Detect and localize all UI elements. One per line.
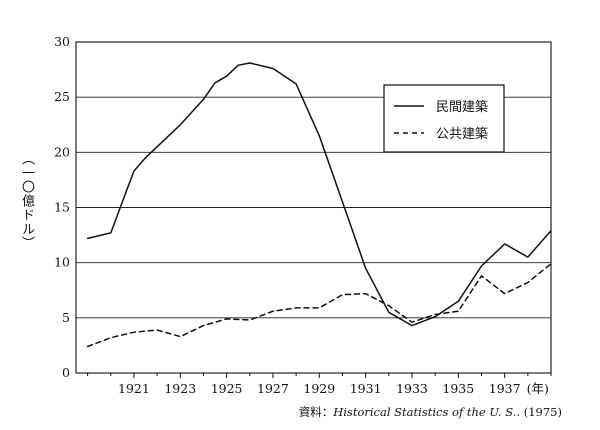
x-tick-label-1937: 1937 — [489, 381, 521, 396]
series-line-1 — [86, 62, 552, 327]
x-axis-unit: (年) — [527, 381, 549, 396]
y-tick-label-25: 25 — [54, 89, 70, 104]
x-tick-label-1921: 1921 — [118, 381, 150, 396]
source-prefix: 資料： — [298, 405, 334, 419]
source-separator: . — [516, 405, 524, 419]
y-tick-label-15: 15 — [54, 200, 70, 215]
y-axis-label: （一〇億ドル） — [19, 152, 34, 250]
y-tick-label-5: 5 — [62, 310, 70, 325]
y-tick-label-30: 30 — [54, 34, 70, 49]
y-tick-label-20: 20 — [54, 144, 70, 159]
legend-box — [383, 84, 505, 153]
x-tick-label-1923: 1923 — [164, 381, 196, 396]
y-tick-label-10: 10 — [54, 255, 70, 270]
plot-frame — [75, 41, 552, 374]
x-tick-label-1933: 1933 — [396, 381, 428, 396]
series-line-2 — [86, 263, 552, 348]
legend-label-2: 公共建築 — [436, 127, 488, 142]
y-tick-label-0: 0 — [62, 365, 70, 380]
x-axis-ticks: 1921 1923 1925 1927 1929 1931 1933 1935 1937 (年) — [87, 373, 552, 396]
source-title: Historical Statistics of the U. S. — [333, 405, 517, 419]
series-group — [86, 62, 552, 348]
source-year: (1975) — [523, 405, 562, 419]
y-axis-ticks: 0 5 10 15 20 25 30 — [54, 34, 70, 380]
x-tick-label-1925: 1925 — [211, 381, 243, 396]
legend-label-1: 民間建築 — [436, 100, 488, 115]
x-tick-label-1935: 1935 — [442, 381, 474, 396]
x-tick-label-1929: 1929 — [303, 381, 335, 396]
source-note: 資料：Historical Statistics of the U. S.. (… — [299, 404, 562, 420]
x-tick-label-1931: 1931 — [350, 381, 382, 396]
x-tick-label-1927: 1927 — [257, 381, 289, 396]
